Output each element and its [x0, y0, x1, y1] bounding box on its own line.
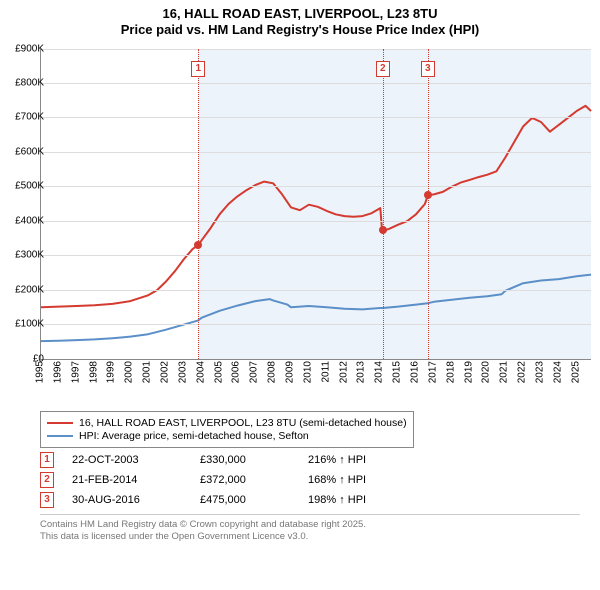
x-tick-label: 2014 [374, 361, 385, 383]
events-table: 1 22-OCT-2003 £330,000 216% ↑ HPI 2 21-FEB-20… [40, 452, 580, 508]
x-tick-label: 2015 [392, 361, 403, 383]
footer-line-1: Contains HM Land Registry data © Crown c… [40, 519, 580, 531]
series-line-price_paid [41, 105, 591, 306]
event-num-box: 2 [40, 472, 54, 488]
line-layer [41, 49, 591, 359]
gridline-horizontal [41, 324, 591, 325]
event-vline [198, 49, 199, 359]
event-date: 30-AUG-2016 [72, 494, 182, 506]
event-marker-box: 1 [191, 61, 205, 77]
title-line-1: 16, HALL ROAD EAST, LIVERPOOL, L23 8TU [4, 6, 596, 22]
event-num-box: 1 [40, 452, 54, 468]
x-tick-label: 1997 [70, 361, 81, 383]
sale-marker-dot [194, 241, 202, 249]
x-tick-label: 2018 [445, 361, 456, 383]
gridline-horizontal [41, 49, 591, 50]
x-tick-label: 2019 [463, 361, 474, 383]
x-tick-label: 2020 [481, 361, 492, 383]
legend-label: 16, HALL ROAD EAST, LIVERPOOL, L23 8TU (… [79, 417, 407, 429]
x-tick-label: 2001 [142, 361, 153, 383]
x-tick-label: 2002 [160, 361, 171, 383]
y-tick-label: £700K [4, 112, 44, 123]
legend: 16, HALL ROAD EAST, LIVERPOOL, L23 8TU (… [40, 411, 414, 448]
event-row: 3 30-AUG-2016 £475,000 198% ↑ HPI [40, 492, 580, 508]
event-date: 22-OCT-2003 [72, 454, 182, 466]
series-line-hpi [41, 274, 591, 341]
y-tick-label: £400K [4, 215, 44, 226]
gridline-horizontal [41, 186, 591, 187]
x-tick-label: 2006 [231, 361, 242, 383]
chart-title-block: 16, HALL ROAD EAST, LIVERPOOL, L23 8TU P… [0, 0, 600, 41]
event-price: £372,000 [200, 474, 290, 486]
x-tick-label: 2004 [195, 361, 206, 383]
gridline-horizontal [41, 117, 591, 118]
x-tick-label: 2003 [177, 361, 188, 383]
y-tick-label: £600K [4, 146, 44, 157]
sale-marker-dot [379, 226, 387, 234]
x-tick-label: 2000 [124, 361, 135, 383]
legend-row: 16, HALL ROAD EAST, LIVERPOOL, L23 8TU (… [47, 417, 407, 429]
event-hpi: 216% ↑ HPI [308, 454, 366, 466]
event-row: 1 22-OCT-2003 £330,000 216% ↑ HPI [40, 452, 580, 468]
x-tick-label: 2021 [499, 361, 510, 383]
event-marker-box: 3 [421, 61, 435, 77]
event-marker-box: 2 [376, 61, 390, 77]
legend-label: HPI: Average price, semi-detached house,… [79, 430, 309, 442]
event-price: £475,000 [200, 494, 290, 506]
x-tick-label: 2005 [213, 361, 224, 383]
gridline-horizontal [41, 83, 591, 84]
gridline-horizontal [41, 290, 591, 291]
event-num-box: 3 [40, 492, 54, 508]
sale-marker-dot [424, 191, 432, 199]
y-tick-label: £200K [4, 284, 44, 295]
y-tick-label: £800K [4, 77, 44, 88]
page-container: 16, HALL ROAD EAST, LIVERPOOL, L23 8TU P… [0, 0, 600, 549]
legend-row: HPI: Average price, semi-detached house,… [47, 430, 407, 442]
x-tick-label: 2009 [285, 361, 296, 383]
x-tick-label: 1998 [88, 361, 99, 383]
title-line-2: Price paid vs. HM Land Registry's House … [4, 22, 596, 38]
event-price: £330,000 [200, 454, 290, 466]
x-tick-label: 1995 [35, 361, 46, 383]
x-tick-label: 2011 [320, 361, 331, 383]
x-tick-label: 2016 [410, 361, 421, 383]
y-tick-label: £300K [4, 250, 44, 261]
x-tick-label: 2007 [249, 361, 260, 383]
y-tick-label: £900K [4, 43, 44, 54]
gridline-horizontal [41, 255, 591, 256]
x-tick-label: 2025 [570, 361, 581, 383]
x-tick-label: 2008 [267, 361, 278, 383]
event-row: 2 21-FEB-2014 £372,000 168% ↑ HPI [40, 472, 580, 488]
legend-swatch [47, 435, 73, 437]
x-tick-label: 2013 [356, 361, 367, 383]
event-hpi: 168% ↑ HPI [308, 474, 366, 486]
plot-region: 1 2 3 [40, 49, 591, 360]
x-tick-label: 2023 [535, 361, 546, 383]
x-tick-label: 1996 [52, 361, 63, 383]
legend-swatch [47, 422, 73, 424]
footer-line-2: This data is licensed under the Open Gov… [40, 531, 580, 543]
x-tick-label: 1999 [106, 361, 117, 383]
y-tick-label: £500K [4, 181, 44, 192]
x-tick-label: 2022 [517, 361, 528, 383]
x-tick-label: 2010 [302, 361, 313, 383]
event-vline [428, 49, 429, 359]
event-vline [383, 49, 384, 359]
chart-area: 123 £0£100K£200K£300K£400K£500K£600K£700… [0, 41, 600, 411]
gridline-horizontal [41, 152, 591, 153]
x-tick-label: 2017 [427, 361, 438, 383]
y-tick-label: £100K [4, 319, 44, 330]
x-tick-label: 2024 [552, 361, 563, 383]
x-tick-label: 2012 [338, 361, 349, 383]
event-date: 21-FEB-2014 [72, 474, 182, 486]
footer-attribution: Contains HM Land Registry data © Crown c… [40, 514, 580, 550]
event-hpi: 198% ↑ HPI [308, 494, 366, 506]
gridline-horizontal [41, 221, 591, 222]
